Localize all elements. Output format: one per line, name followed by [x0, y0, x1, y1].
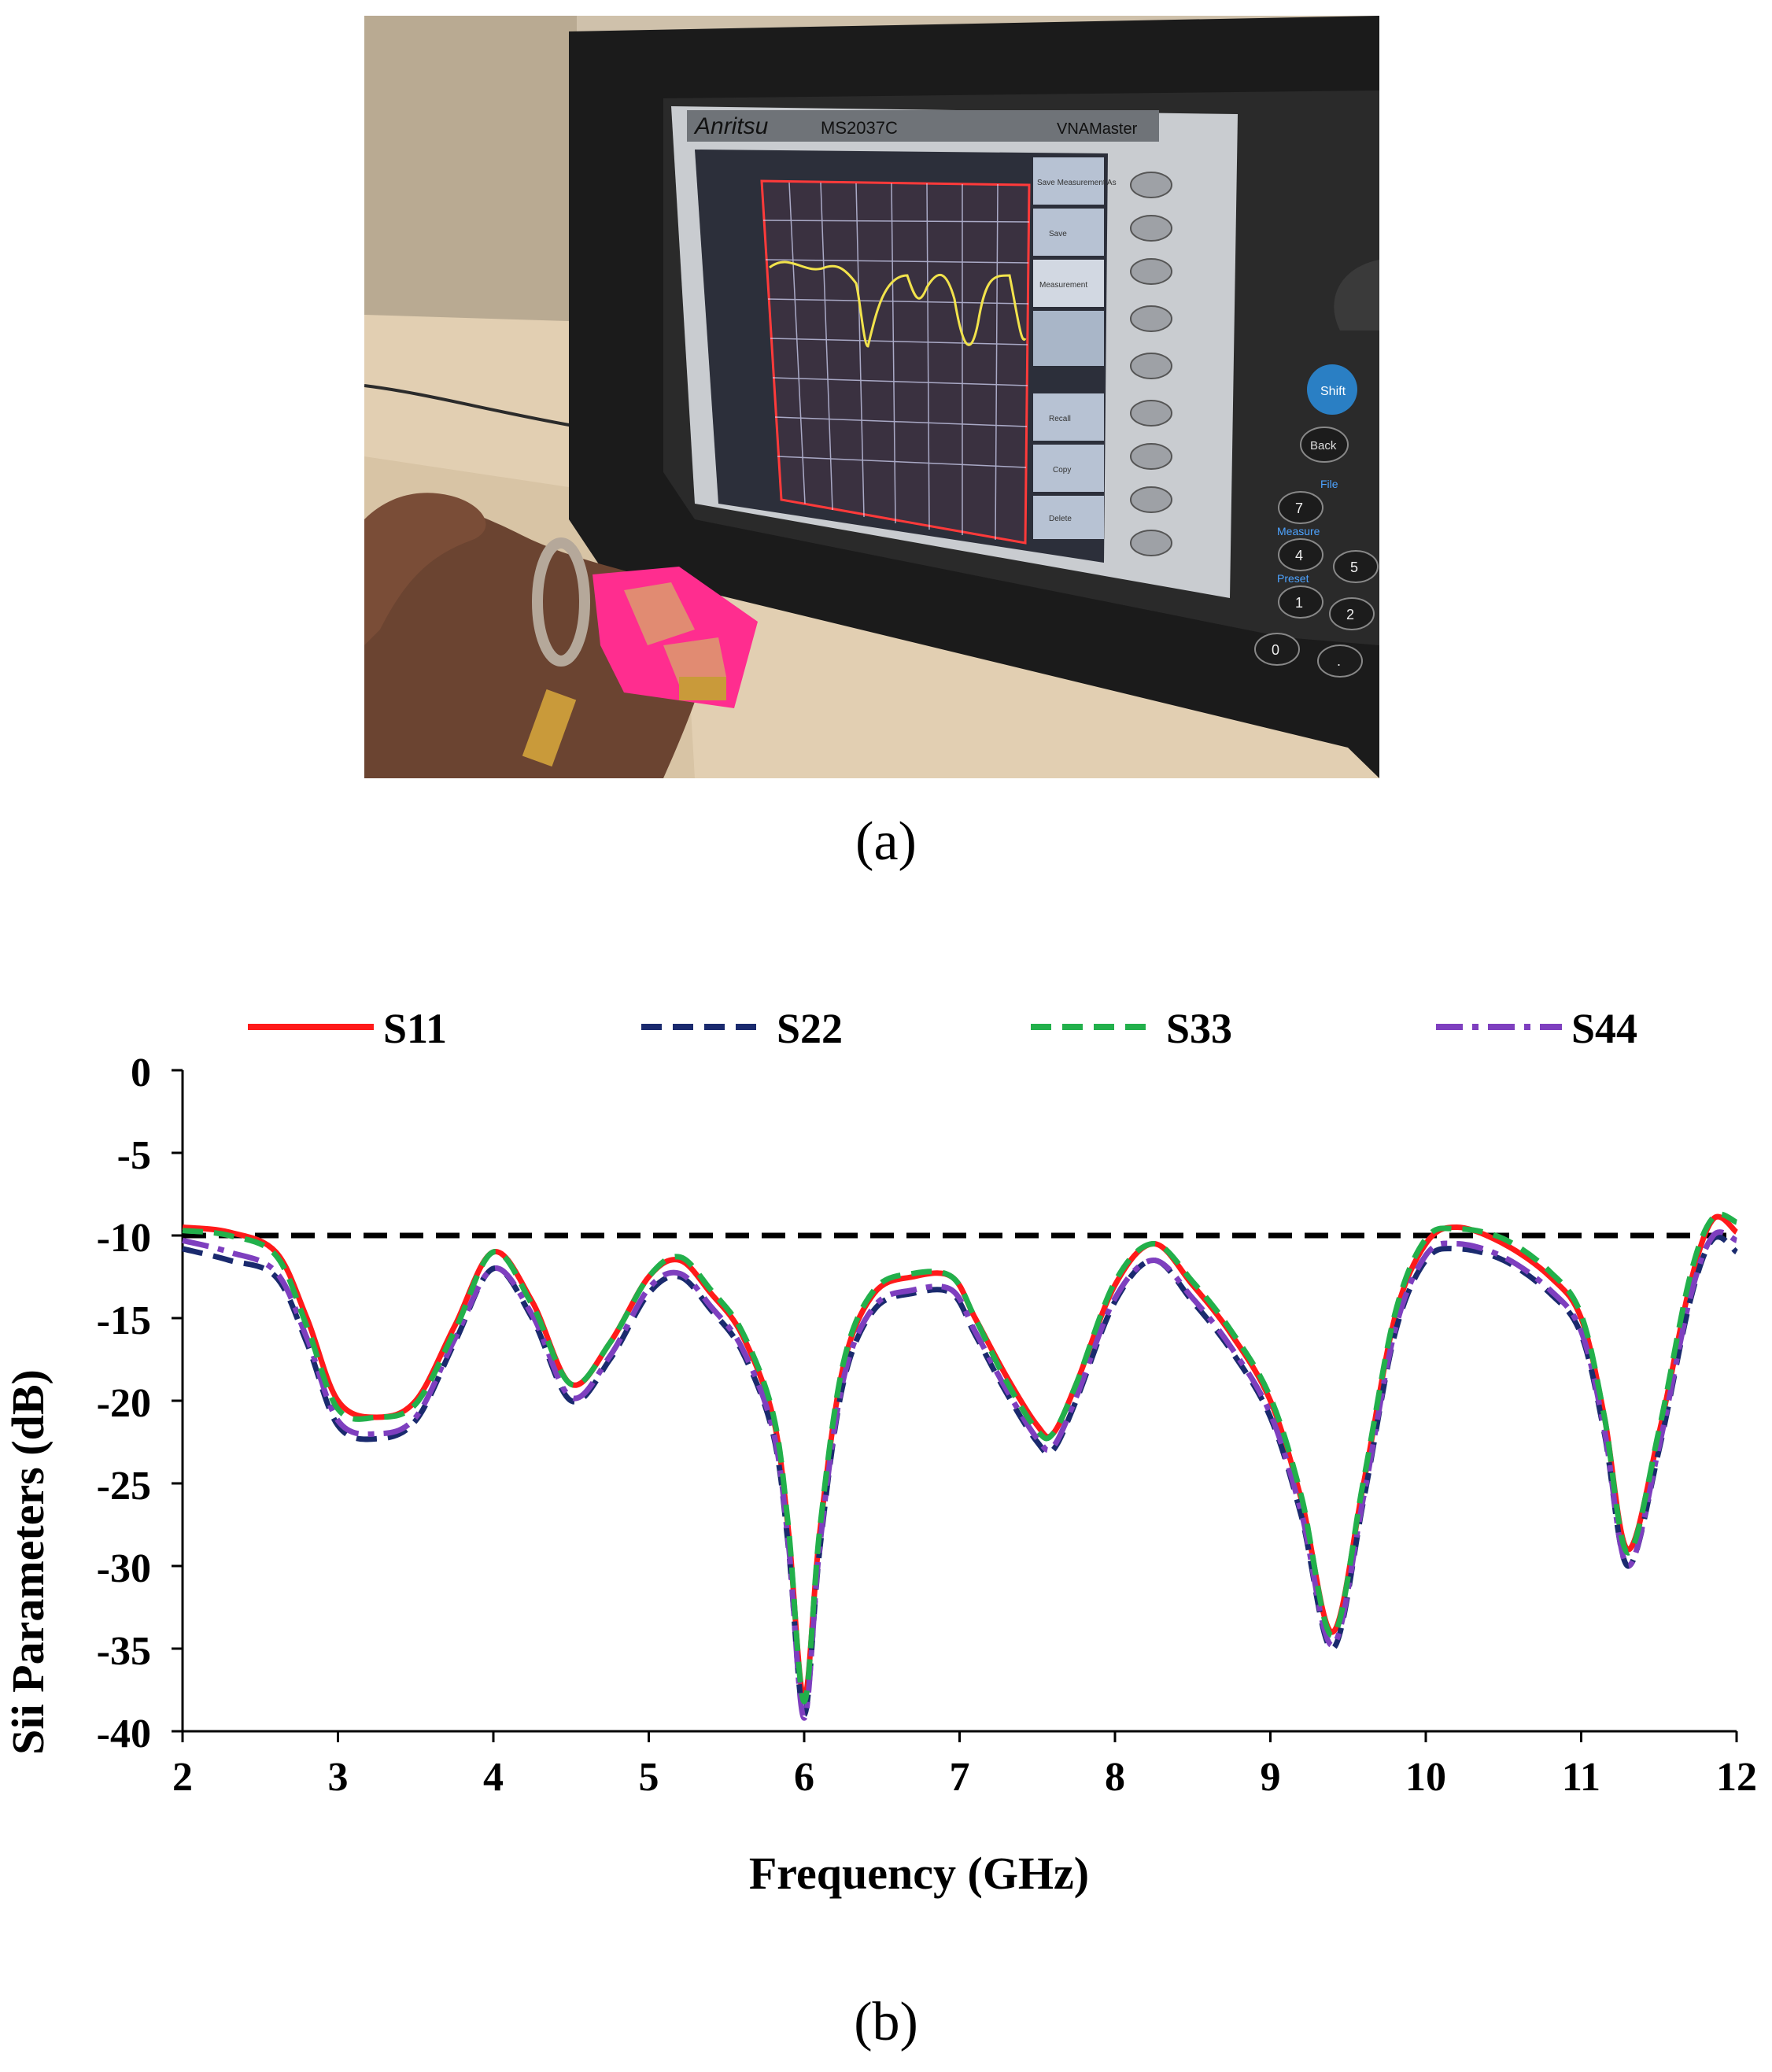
y-tick-label: -10	[97, 1216, 151, 1261]
softkey-7[interactable]	[1033, 496, 1104, 539]
y-axis-label: Sii Parameters (dB)	[2, 1369, 54, 1755]
key-2-label: 2	[1346, 607, 1354, 622]
measurement-photo: Anritsu MS2037C VNAMaster Save Measureme…	[364, 16, 1379, 778]
x-tick-label: 10	[1405, 1755, 1446, 1800]
softkey-label-4: Recall	[1049, 415, 1071, 423]
legend-label-s33: S33	[1166, 1005, 1232, 1052]
bracelet	[532, 537, 590, 667]
series-line-s44	[182, 1229, 1738, 1721]
x-tick-label: 4	[483, 1755, 504, 1800]
softkey-label-1: Save Measurement As	[1037, 179, 1117, 187]
sma-connector-2	[679, 677, 726, 700]
x-tick-label: 12	[1716, 1755, 1757, 1800]
key-0-label: 0	[1272, 642, 1279, 658]
key-4[interactable]	[1278, 538, 1323, 571]
model-name: MS2037C	[821, 118, 898, 138]
sparam-chart: 0 -5 -10 -15 -20 -25 -30 -35 -40 2 3 4 5 6 7 8 9 10 11 12 S…	[2, 1005, 1757, 1899]
x-tick-label: 3	[328, 1755, 349, 1800]
softkey-label-3: Measurement	[1039, 281, 1087, 290]
keypad: Shift Back File Measure Preset 7 4 1 0 2…	[1254, 260, 1379, 678]
softkey-2[interactable]	[1033, 209, 1104, 256]
sma-connector-1	[522, 689, 577, 767]
shift-key[interactable]	[1307, 364, 1357, 415]
x-axis-label: Frequency (GHz)	[749, 1848, 1089, 1899]
antenna-patch-2	[663, 637, 726, 685]
x-tick-label: 5	[639, 1755, 659, 1800]
key-4-label: 4	[1295, 548, 1303, 563]
key-1[interactable]	[1278, 585, 1323, 619]
y-tick-label: -25	[97, 1464, 151, 1509]
softkey-label-5: Copy	[1053, 466, 1071, 475]
key-dot-label: .	[1337, 653, 1341, 669]
hand	[364, 493, 486, 645]
y-tick-label: -5	[117, 1133, 151, 1178]
key-7[interactable]	[1278, 491, 1323, 524]
key-0[interactable]	[1254, 633, 1300, 666]
y-tick-label: -40	[97, 1712, 151, 1756]
vna-grid	[762, 182, 1030, 541]
softkey-panel: Save Measurement As Save Measurement Rec…	[1033, 157, 1117, 539]
caption-b: (b)	[854, 1992, 918, 2052]
y-tick-label: -30	[97, 1546, 151, 1591]
x-tick-label: 7	[950, 1755, 970, 1800]
key-1-label: 1	[1295, 595, 1303, 611]
legend-label-s11: S11	[383, 1005, 447, 1052]
series-line-s22	[182, 1234, 1739, 1718]
y-tick-label: -35	[97, 1629, 151, 1674]
key-5-label: 5	[1350, 560, 1358, 575]
softkey-1[interactable]	[1033, 157, 1104, 205]
y-tick-label: -20	[97, 1381, 151, 1426]
y-tick-label: 0	[131, 1051, 151, 1095]
dpad[interactable]	[1334, 260, 1379, 331]
x-tick-label: 9	[1261, 1755, 1281, 1800]
series-line-s11	[182, 1213, 1739, 1701]
back-key[interactable]	[1300, 427, 1349, 463]
measure-label: Measure	[1277, 525, 1320, 537]
preset-label: Preset	[1277, 572, 1309, 585]
shift-key-label: Shift	[1320, 385, 1346, 398]
key-5[interactable]	[1333, 550, 1379, 583]
back-key-label: Back	[1310, 439, 1337, 452]
series-line-s33	[182, 1211, 1738, 1705]
softkey-4[interactable]	[1033, 311, 1104, 366]
legend-label-s44: S44	[1571, 1005, 1637, 1052]
softkey-5[interactable]	[1033, 393, 1104, 441]
softkey-label-6: Delete	[1049, 515, 1072, 523]
key-7-label: 7	[1295, 500, 1303, 516]
legend-label-s22: S22	[777, 1005, 843, 1052]
x-tick-label: 2	[172, 1755, 193, 1800]
key-dot[interactable]	[1317, 644, 1363, 678]
brand-strip	[687, 110, 1159, 142]
softkey-3[interactable]	[1033, 260, 1104, 307]
side-buttons	[1130, 172, 1172, 556]
brand-name: Anritsu	[693, 113, 769, 139]
photo-wall-panel	[364, 16, 577, 346]
y-tick-label: -15	[97, 1298, 151, 1343]
series-name: VNAMaster	[1057, 120, 1138, 138]
x-tick-label: 11	[1562, 1755, 1600, 1800]
key-2[interactable]	[1329, 597, 1375, 630]
file-label: File	[1320, 478, 1338, 490]
x-tick-label: 6	[794, 1755, 814, 1800]
softkey-label-2: Save	[1049, 230, 1067, 238]
x-tick-label: 8	[1105, 1755, 1125, 1800]
antenna-patch	[624, 582, 695, 645]
caption-a: (a)	[855, 811, 917, 872]
vna-trace	[769, 260, 1027, 348]
softkey-6[interactable]	[1033, 445, 1104, 492]
